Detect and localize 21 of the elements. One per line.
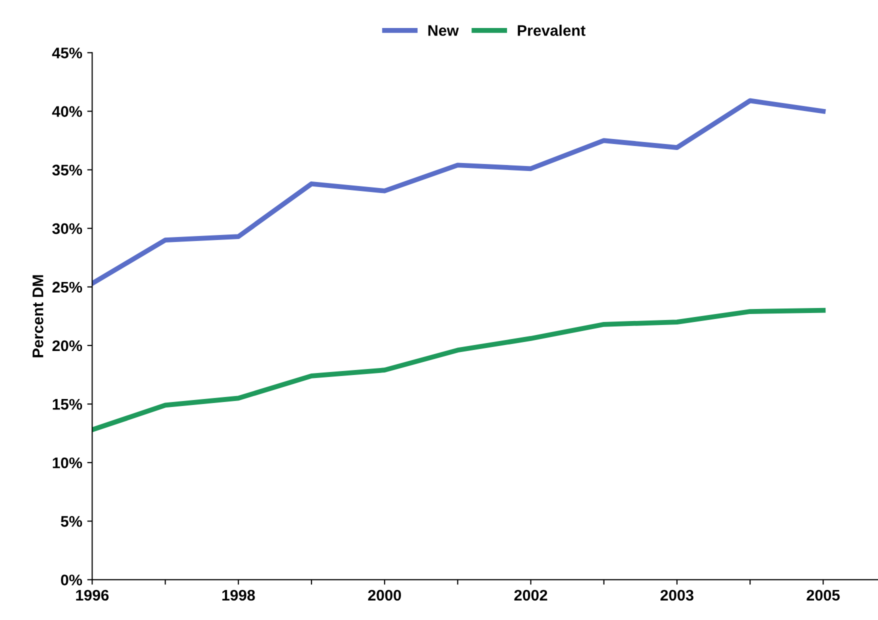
x-tick-label: 1998 [222, 590, 255, 601]
legend-label: Prevalent [518, 24, 586, 36]
line-series [92, 308, 826, 432]
y-tick-label: 5% [60, 516, 82, 527]
y-tick-label: 20% [52, 340, 82, 352]
y-tick-label: 35% [52, 164, 82, 176]
y-tick-label: 45% [52, 48, 82, 58]
y-tick-label: 15% [52, 398, 82, 410]
legend-label: New [428, 25, 459, 36]
y-tick-label: 40% [52, 106, 82, 117]
line-series [92, 98, 826, 286]
y-tick-label: 0% [60, 574, 82, 586]
x-tick-label: 2003 [660, 590, 694, 601]
x-tick-label: 2000 [368, 590, 401, 601]
x-tick-label: 2002 [514, 590, 548, 601]
y-tick-label: 10% [52, 457, 82, 468]
y-axis-title: Percent DM [32, 275, 44, 358]
x-tick-label: 1996 [76, 590, 109, 601]
y-tick-label: 25% [52, 282, 82, 293]
x-tick-label: 2005 [806, 590, 840, 601]
y-tick-label: 30% [52, 223, 82, 234]
